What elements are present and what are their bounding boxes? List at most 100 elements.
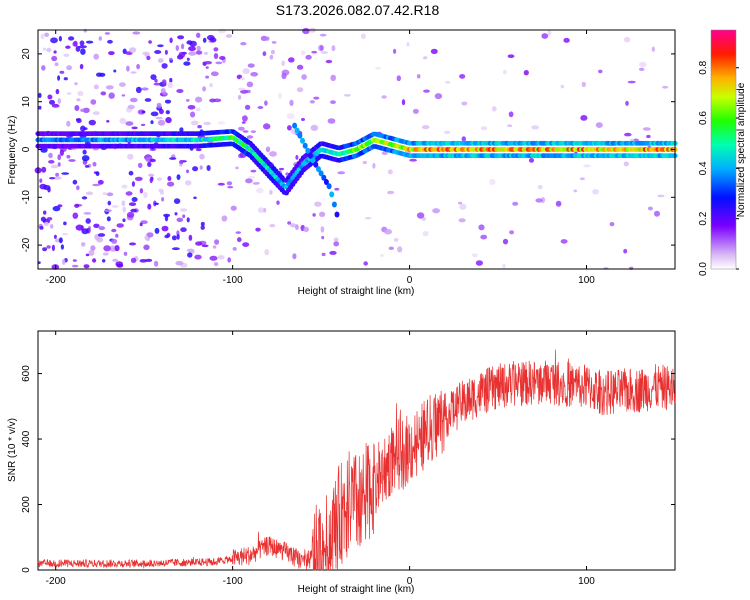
noise-blob: [65, 45, 71, 49]
noise-blob: [300, 50, 306, 56]
noise-blob: [393, 48, 397, 54]
noise-blob: [662, 85, 669, 89]
noise-blob: [257, 106, 264, 109]
noise-blob: [242, 68, 250, 75]
noise-blob: [53, 176, 62, 180]
noise-blob: [541, 33, 549, 39]
noise-blob: [121, 184, 128, 189]
noise-blob: [167, 82, 173, 88]
noise-blob: [289, 99, 294, 106]
noise-blob: [264, 249, 270, 256]
noise-blob: [83, 212, 92, 215]
noise-blob: [135, 86, 142, 94]
noise-blob: [459, 203, 467, 210]
noise-blob: [79, 63, 84, 70]
noise-blob: [301, 74, 307, 80]
noise-blob: [173, 198, 181, 205]
noise-blob: [325, 59, 333, 64]
noise-blob: [363, 261, 369, 266]
noise-blob: [51, 55, 58, 62]
noise-blob: [49, 177, 56, 180]
noise-blob: [375, 66, 382, 70]
streak-cell: [308, 152, 313, 159]
noise-blob: [51, 103, 60, 108]
noise-blob: [66, 65, 72, 71]
noise-blob: [183, 61, 191, 66]
noise-blob: [41, 166, 47, 173]
streak-cell: [331, 201, 337, 208]
noise-blob: [161, 63, 168, 69]
noise-blob: [164, 234, 170, 239]
noise-blob: [49, 224, 54, 229]
noise-blob: [296, 64, 304, 70]
noise-blob: [200, 221, 205, 227]
noise-blob: [88, 249, 95, 256]
noise-blob: [281, 72, 287, 80]
noise-blob: [130, 208, 138, 213]
noise-blob: [57, 75, 61, 81]
noise-blob: [164, 49, 168, 55]
noise-blob: [333, 237, 339, 242]
noise-blob: [651, 46, 655, 52]
noise-blob: [240, 77, 246, 80]
noise-blob: [179, 127, 184, 133]
noise-blob: [478, 224, 485, 231]
noise-blob: [592, 189, 599, 195]
noise-blob: [623, 36, 631, 43]
noise-blob: [158, 58, 164, 63]
noise-blob: [62, 258, 66, 265]
noise-blob: [186, 169, 189, 174]
noise-blob: [40, 147, 48, 153]
spectrogram-cells: [34, 27, 678, 270]
noise-blob: [81, 196, 88, 200]
noise-blob: [78, 45, 87, 49]
noise-blob: [131, 126, 138, 130]
noise-blob: [421, 125, 430, 130]
noise-blob: [230, 205, 237, 211]
noise-blob: [106, 120, 110, 123]
noise-blob: [83, 28, 88, 33]
noise-blob: [164, 215, 169, 222]
noise-blob: [202, 86, 207, 92]
noise-blob: [320, 51, 329, 54]
noise-blob: [122, 206, 126, 213]
noise-blob: [458, 201, 463, 205]
noise-blob: [508, 111, 514, 118]
spectrogram-x-ticks: -200 -100 0 100: [46, 30, 595, 286]
noise-blob: [127, 153, 134, 160]
noise-blob: [321, 252, 326, 257]
noise-blob: [190, 111, 196, 118]
noise-blob: [196, 45, 201, 52]
streak-cell: [323, 179, 329, 185]
spectrogram-y-ticks: 20 10 0 -10 -20: [21, 48, 675, 252]
noise-blob: [241, 121, 246, 124]
noise-blob: [302, 27, 310, 35]
noise-blob: [330, 74, 337, 82]
noise-blob: [217, 255, 225, 260]
noise-blob: [104, 209, 112, 213]
streak-cell: [294, 127, 300, 134]
noise-blob: [625, 100, 629, 106]
noise-blob: [202, 37, 207, 43]
noise-blob: [270, 49, 275, 55]
noise-blob: [330, 100, 336, 104]
noise-blob: [179, 160, 184, 165]
noise-blob: [100, 91, 107, 96]
noise-blob: [181, 43, 185, 50]
noise-blob: [319, 45, 324, 51]
noise-blob: [106, 216, 111, 222]
noise-blob: [84, 165, 90, 168]
noise-blob: [242, 115, 248, 122]
noise-blob: [66, 154, 71, 159]
noise-blob: [412, 108, 419, 114]
noise-blob: [242, 130, 249, 133]
noise-blob: [51, 244, 56, 252]
noise-blob: [195, 50, 203, 55]
noise-blob: [57, 204, 63, 208]
noise-blob: [321, 235, 325, 240]
noise-blob: [77, 90, 84, 97]
noise-blob: [143, 191, 148, 199]
colorbar-tick-label: 0.8: [698, 60, 709, 74]
noise-blob: [149, 177, 153, 184]
noise-blob: [255, 227, 261, 232]
